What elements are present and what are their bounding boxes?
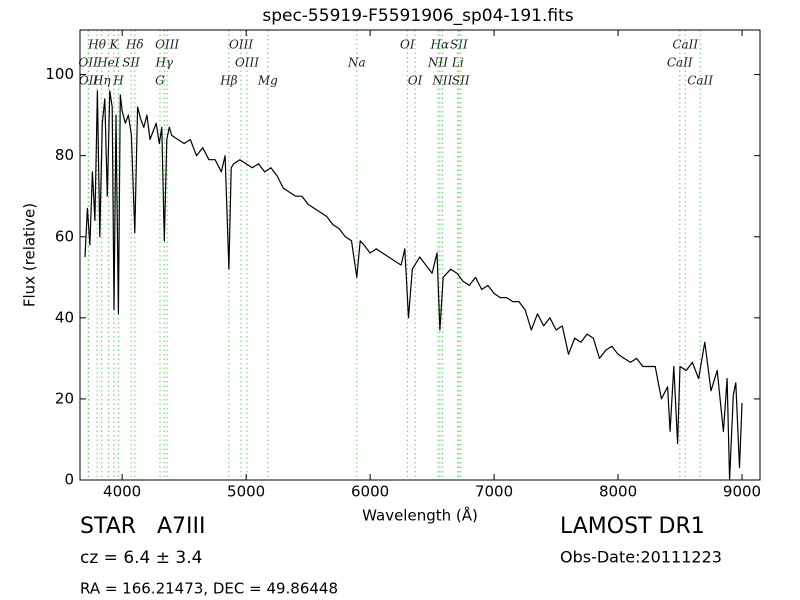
spectral-line-label: Hγ (154, 56, 173, 70)
y-axis-label: Flux (relative) (21, 203, 39, 307)
x-axis-label: Wavelength (Å) (362, 506, 478, 525)
spectral-line-label: G (155, 74, 165, 88)
spectral-line-label: OIII (155, 38, 179, 52)
x-tick-label: 6000 (351, 483, 389, 501)
spectral-line-label: Hδ (125, 38, 144, 52)
spectral-line-label: H (112, 74, 124, 88)
coordinates: RA = 166.21473, DEC = 49.86448 (80, 580, 338, 598)
object-class: STAR A7III (80, 514, 206, 539)
spectral-line-label: Li (451, 56, 464, 70)
x-tick-label: 9000 (723, 483, 761, 501)
y-tick-label: 60 (55, 227, 74, 245)
y-tick-label: 100 (45, 65, 74, 83)
x-tick-label: 8000 (599, 483, 637, 501)
spectral-line-label: K (108, 38, 119, 52)
x-tick-label: 4000 (103, 483, 141, 501)
spectral-line-label: OII (79, 74, 99, 88)
spectral-line-label: SII (122, 56, 140, 70)
spectrum-line (84, 90, 743, 481)
spectral-line-label: Hη (92, 74, 111, 88)
redshift: cz = 6.4 ± 3.4 (80, 548, 202, 568)
y-tick-label: 80 (55, 146, 74, 164)
survey: LAMOST DR1 (560, 514, 705, 539)
y-tick-label: 0 (64, 471, 74, 489)
spectral-line-label: Hθ (87, 38, 106, 52)
spectral-line-label: OI (400, 38, 415, 52)
spectral-line-label: NII (431, 74, 452, 88)
spectral-line-label: NII (427, 56, 448, 70)
x-tick-label: 5000 (227, 483, 265, 501)
spectral-line-label: HeI (96, 56, 120, 70)
spectral-line-label: Mg (257, 74, 278, 88)
spectral-line-label: OIII (235, 56, 259, 70)
spectral-line-label: Hα (430, 38, 450, 52)
spectral-line-label: OIII (229, 38, 253, 52)
spectral-line-label: Na (347, 56, 366, 70)
spectral-line-label: CaII (687, 74, 713, 88)
spectral-line-label: Hβ (219, 74, 237, 88)
spectral-line-label: OI (408, 74, 423, 88)
x-tick-label: 7000 (475, 483, 513, 501)
y-tick-label: 20 (55, 389, 74, 407)
obs-date: Obs-Date:20111223 (560, 548, 722, 567)
spectral-line-label: SII (450, 38, 468, 52)
plot-frame (79, 29, 761, 481)
spectral-line-label: CaII (672, 38, 698, 52)
y-tick-label: 40 (55, 308, 74, 326)
spectral-line-label: CaII (667, 56, 693, 70)
chart-title: spec-55919-F5591906_sp04-191.fits (262, 6, 573, 26)
spectral-line-label: SII (452, 74, 470, 88)
